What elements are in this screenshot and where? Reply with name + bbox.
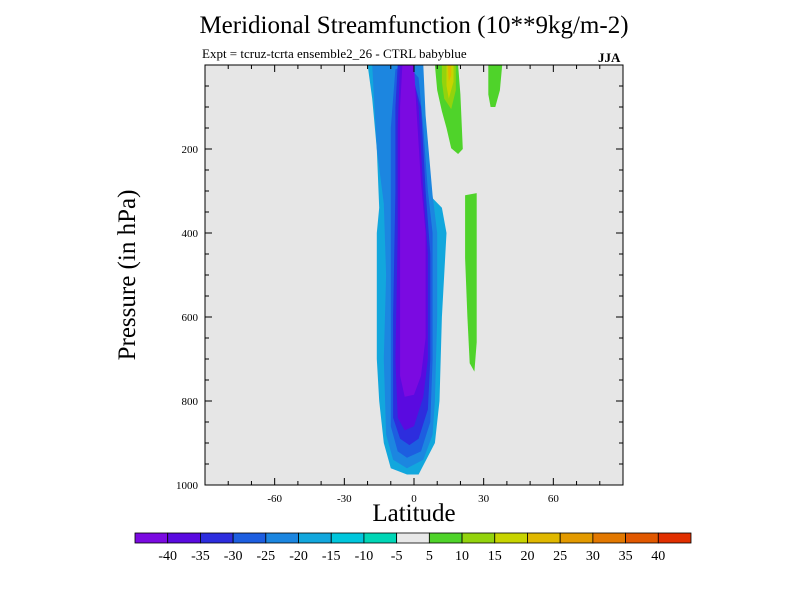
chart-title: Meridional Streamfunction (10**9kg/m-2) bbox=[199, 12, 629, 39]
x-tick-label: -60 bbox=[267, 493, 282, 505]
x-tick-label: 60 bbox=[548, 493, 560, 505]
contour-level--40-5 bbox=[400, 65, 426, 397]
colorbar-swatch bbox=[232, 532, 267, 544]
colorbar-swatch bbox=[428, 532, 463, 544]
colorbar-label: -35 bbox=[191, 549, 210, 564]
y-tick-label: 400 bbox=[182, 228, 199, 240]
contour-level-10-11 bbox=[465, 193, 477, 372]
colorbar-swatch bbox=[363, 532, 398, 544]
colorbar-swatch bbox=[625, 532, 659, 544]
colorbar-swatch bbox=[461, 532, 496, 544]
x-axis-label: Latitude bbox=[372, 500, 456, 527]
colorbar-label: 35 bbox=[619, 549, 633, 564]
colorbar-swatch bbox=[167, 532, 201, 544]
colorbar-label: -40 bbox=[158, 549, 177, 564]
colorbar-swatch bbox=[396, 532, 430, 544]
colorbar-label: 25 bbox=[553, 549, 567, 564]
colorbar-swatch bbox=[592, 532, 626, 544]
colorbar-label: -5 bbox=[391, 549, 403, 564]
colorbar-swatch bbox=[330, 532, 365, 544]
y-tick-label: 1000 bbox=[176, 480, 199, 492]
contour-level-25-9 bbox=[447, 65, 452, 82]
x-tick-label: -30 bbox=[337, 493, 352, 505]
y-tick-label: 600 bbox=[182, 312, 199, 324]
colorbar-label: -20 bbox=[289, 549, 308, 564]
contour-fills bbox=[367, 65, 503, 475]
colorbar-swatch bbox=[657, 532, 692, 544]
x-tick-label: 0 bbox=[411, 493, 417, 505]
colorbar-label: 10 bbox=[455, 549, 469, 564]
contour-level-10-6 bbox=[434, 65, 463, 154]
colorbar-label: 5 bbox=[426, 549, 433, 564]
chart-subtitle: Expt = tcruz-tcrta ensemble2_26 - CTRL b… bbox=[202, 46, 467, 61]
y-tick-label: 800 bbox=[182, 396, 199, 408]
colorbar-label: 20 bbox=[520, 549, 534, 564]
y-tick-label: 200 bbox=[182, 144, 199, 156]
colorbar-swatch bbox=[494, 532, 528, 544]
colorbar-label: -15 bbox=[322, 549, 341, 564]
season-label: JJA bbox=[598, 50, 621, 65]
colorbar-label: -30 bbox=[224, 549, 243, 564]
plot-axes: -60 -30 0 30 60 200 400 600 800 1000 bbox=[176, 64, 624, 505]
colorbar-swatch bbox=[265, 532, 299, 544]
contour-level-10-10 bbox=[488, 65, 503, 107]
colorbar-label: 40 bbox=[651, 549, 665, 564]
colorbar-swatch bbox=[134, 532, 169, 544]
colorbar-swatch bbox=[200, 532, 234, 544]
colorbar-swatch bbox=[527, 532, 561, 544]
colorbar-swatch bbox=[298, 532, 332, 544]
colorbar-label: -10 bbox=[355, 549, 374, 564]
colorbar: -40 -35 -30 -25 -20 -15 -10 -5 5 10 15 20 25 30 35 40 bbox=[134, 532, 692, 564]
colorbar-swatch bbox=[559, 532, 594, 544]
colorbar-label: -25 bbox=[256, 549, 275, 564]
colorbar-label: 15 bbox=[488, 549, 502, 564]
colorbar-label: 30 bbox=[586, 549, 600, 564]
x-tick-label: 30 bbox=[478, 493, 490, 505]
